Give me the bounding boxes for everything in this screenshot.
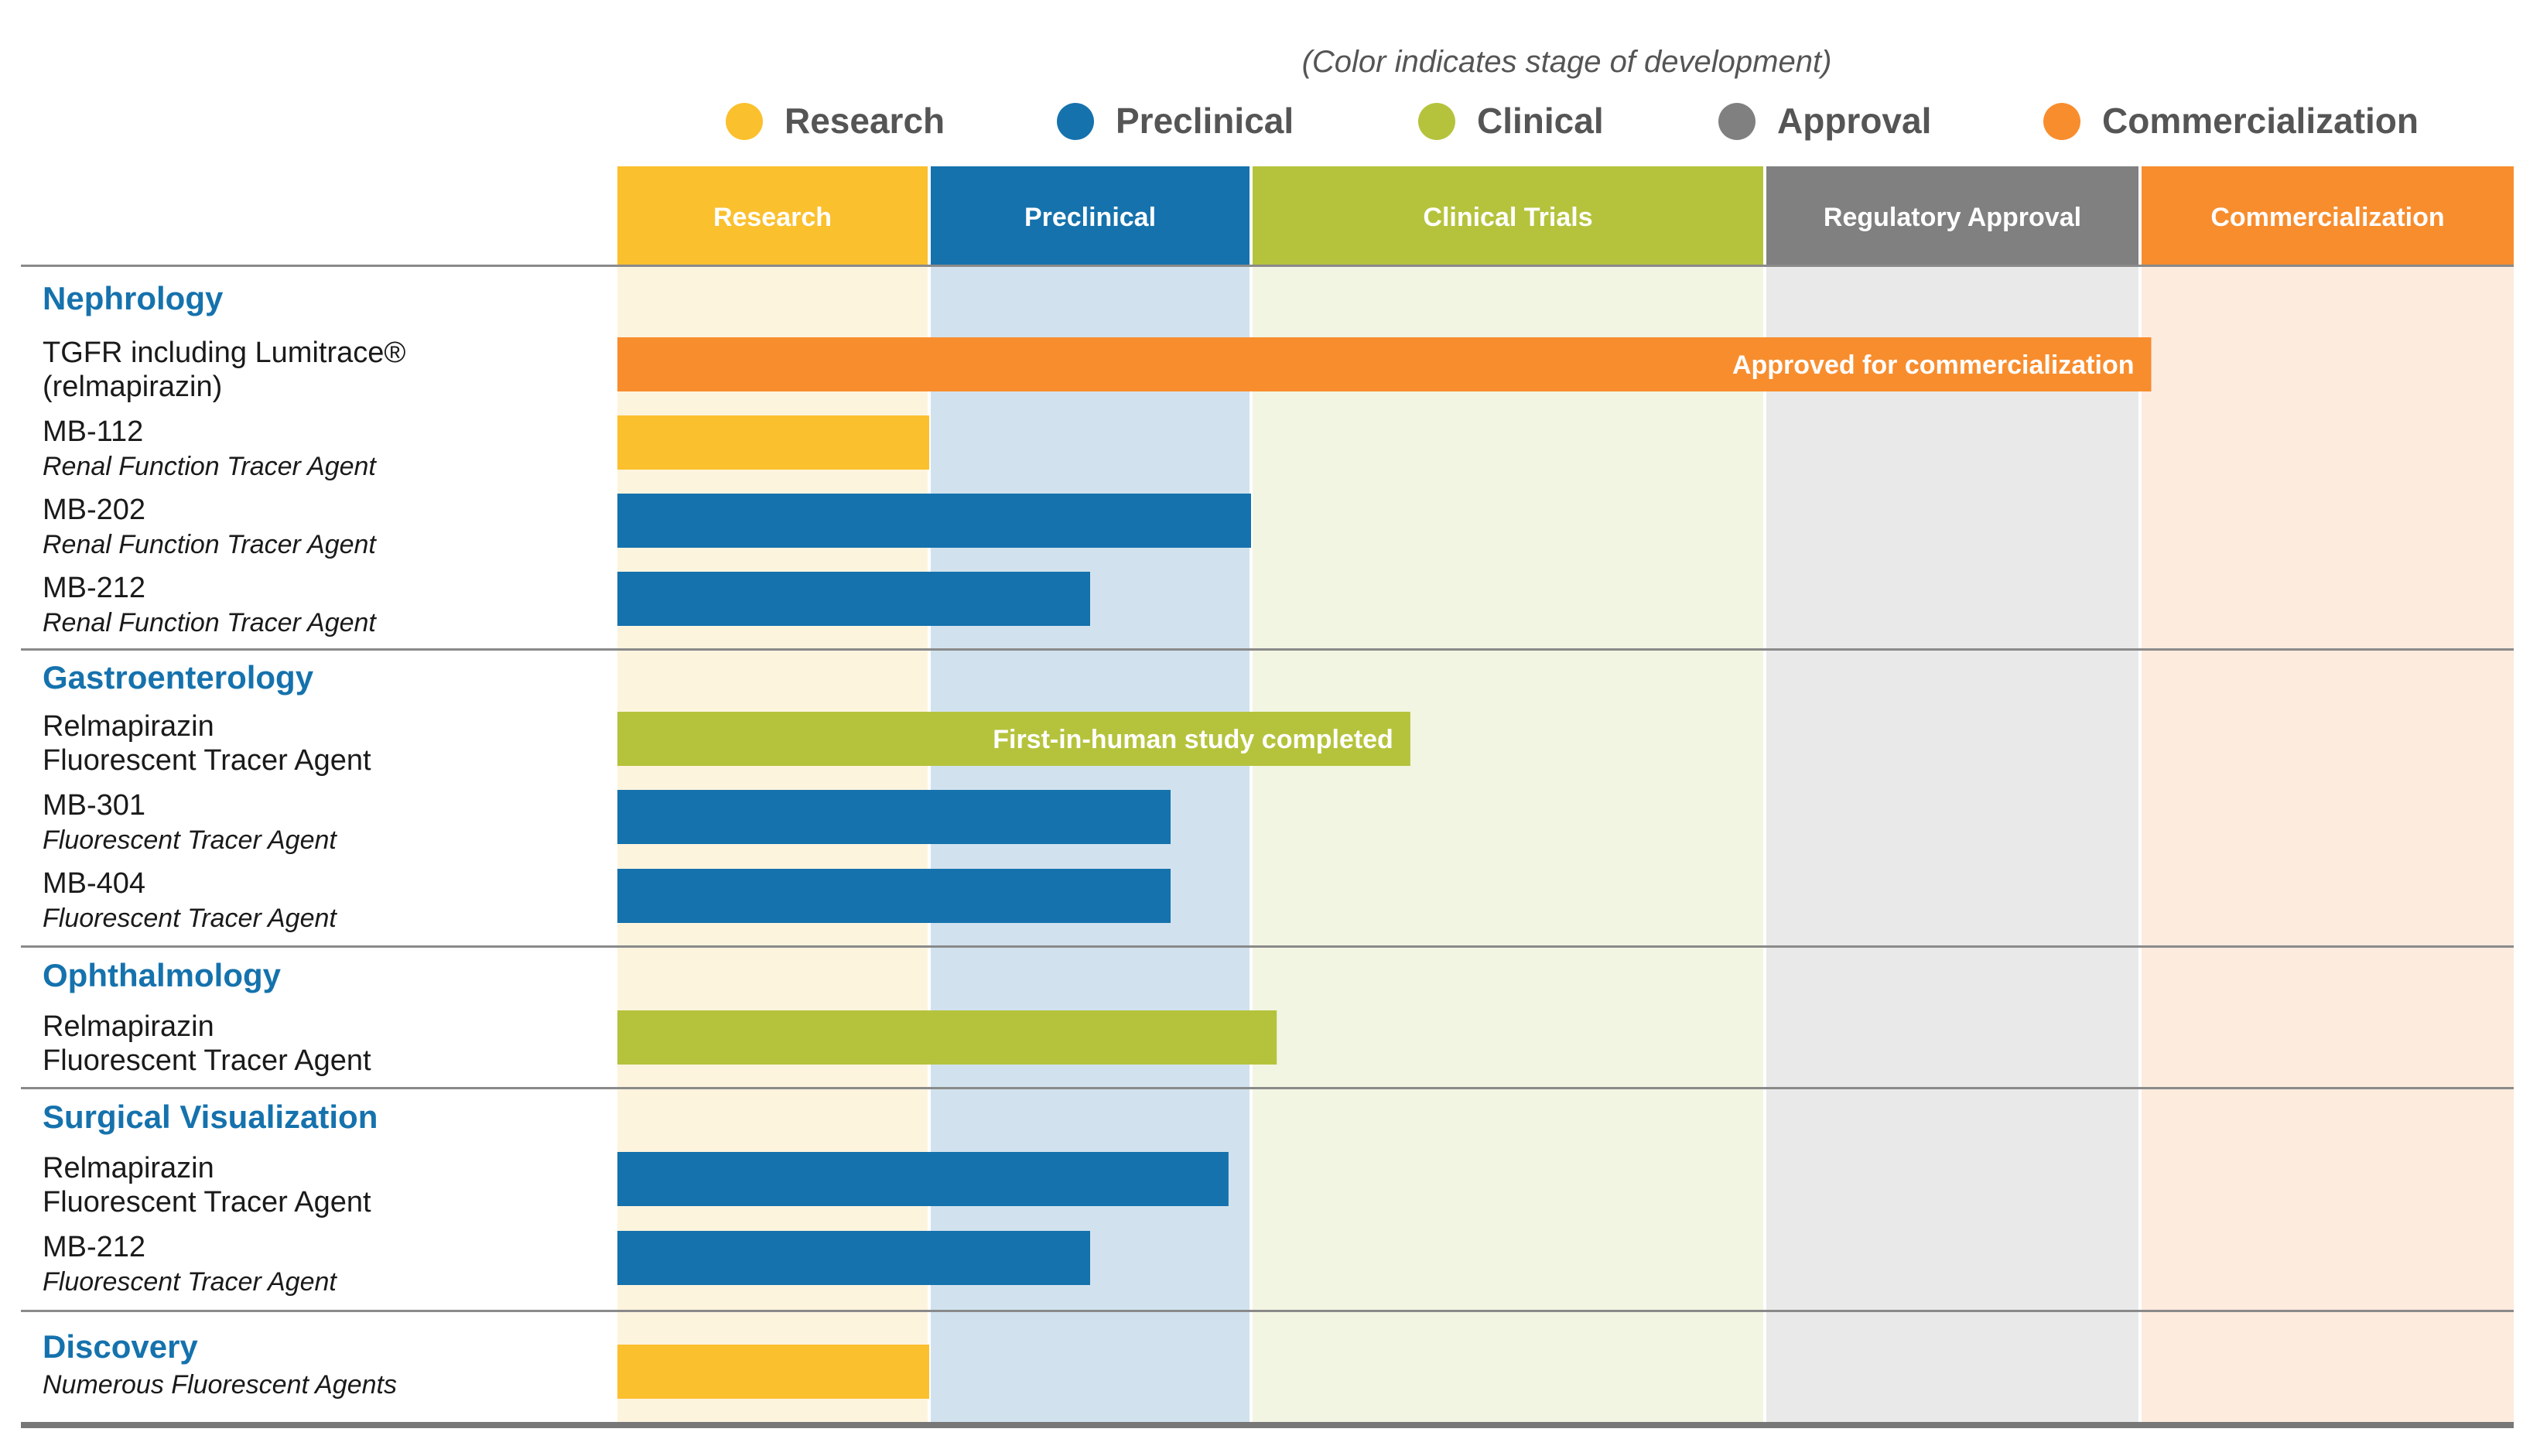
stage-band-clinical-trials: [1251, 265, 1765, 1422]
stage-header-label-research: Research: [713, 203, 832, 232]
stage-header-label-preclinical: Preclinical: [1024, 203, 1156, 232]
row-subtitle: Renal Function Tracer Agent: [43, 452, 377, 481]
row-name: MB-112: [43, 415, 143, 448]
stage-header-label-commercialization: Commercialization: [2210, 203, 2444, 232]
group-separator: [21, 1310, 2514, 1312]
row-subtitle: Fluorescent Tracer Agent: [43, 744, 371, 777]
progress-bar: [617, 1345, 929, 1399]
group-title-nephrology: Nephrology: [43, 280, 224, 316]
progress-bar: [617, 1010, 1277, 1065]
row-subtitle: Renal Function Tracer Agent: [43, 530, 377, 559]
group-title-surgical-visualization: Surgical Visualization: [43, 1099, 378, 1135]
legend-dot-clinical: [1418, 103, 1455, 140]
stage-header-regulatory-approval: [1766, 166, 2138, 265]
row-name: MB-212: [43, 572, 145, 604]
row-name: Relmapirazin: [43, 1010, 214, 1043]
stage-band-regulatory-approval: [1765, 265, 2140, 1422]
progress-bar: [617, 572, 1090, 626]
stage-separator: [1763, 166, 1766, 1422]
header-rule: [21, 265, 2514, 267]
row-name: MB-212: [43, 1231, 145, 1263]
bar-label: First-in-human study completed: [993, 725, 1393, 754]
legend-dot-commercialization: [2043, 103, 2080, 140]
legend-label-commercialization: Commercialization: [2102, 101, 2419, 141]
row-name: MB-202: [43, 494, 145, 526]
row-name: MB-404: [43, 867, 145, 900]
bar-label: Approved for commercialization: [1732, 350, 2135, 380]
legend-dot-preclinical: [1057, 103, 1094, 140]
group-separator: [21, 648, 2514, 651]
progress-bar: [617, 869, 1171, 923]
progress-bar: [617, 712, 1410, 766]
legend-dot-research: [726, 103, 763, 140]
row-subtitle: Fluorescent Tracer Agent: [43, 1044, 371, 1077]
group-title-discovery: Discovery: [43, 1328, 198, 1365]
group-separator: [21, 945, 2514, 948]
stage-header-clinical-trials: [1253, 166, 1763, 265]
stage-band-commercialization: [2140, 265, 2514, 1422]
stage-header-preclinical: [931, 166, 1250, 265]
legend-dot-approval: [1718, 103, 1756, 140]
group-separator: [21, 1087, 2514, 1089]
row-name: Relmapirazin: [43, 710, 214, 743]
stage-header-label-regulatory-approval: Regulatory Approval: [1824, 203, 2081, 232]
row-subtitle: Fluorescent Tracer Agent: [43, 1186, 371, 1218]
row-subtitle: (relmapirazin): [43, 371, 222, 403]
legend-label-clinical: Clinical: [1477, 101, 1604, 141]
chart-subtitle: (Color indicates stage of development): [1302, 45, 1832, 79]
stage-header-research: [617, 166, 928, 265]
progress-bar: [617, 1152, 1229, 1206]
legend-label-research: Research: [785, 101, 945, 141]
progress-bar: [617, 494, 1251, 548]
row-subtitle: Fluorescent Tracer Agent: [43, 904, 337, 933]
progress-bar: [617, 415, 929, 470]
progress-bar: [617, 1231, 1090, 1285]
group-title-gastroenterology: Gastroenterology: [43, 659, 314, 696]
stage-header-label-clinical-trials: Clinical Trials: [1423, 203, 1592, 232]
group-title-ophthalmology: Ophthalmology: [43, 957, 282, 993]
legend-label-approval: Approval: [1777, 101, 1931, 141]
stage-header-commercialization: [2142, 166, 2514, 265]
progress-bar: [617, 790, 1171, 844]
row-subtitle: Fluorescent Tracer Agent: [43, 825, 337, 855]
legend-label-preclinical: Preclinical: [1116, 101, 1294, 141]
stage-separator: [1250, 166, 1253, 1422]
progress-bar: [617, 337, 2152, 391]
row-subtitle: Fluorescent Tracer Agent: [43, 1267, 337, 1297]
row-subtitle: Numerous Fluorescent Agents: [43, 1370, 397, 1400]
row-subtitle: Renal Function Tracer Agent: [43, 608, 377, 637]
stage-separator: [2138, 166, 2142, 1422]
row-name: Relmapirazin: [43, 1152, 214, 1184]
row-name: TGFR including Lumitrace®: [43, 337, 405, 369]
bottom-rule: [21, 1422, 2514, 1428]
row-name: MB-301: [43, 789, 145, 822]
